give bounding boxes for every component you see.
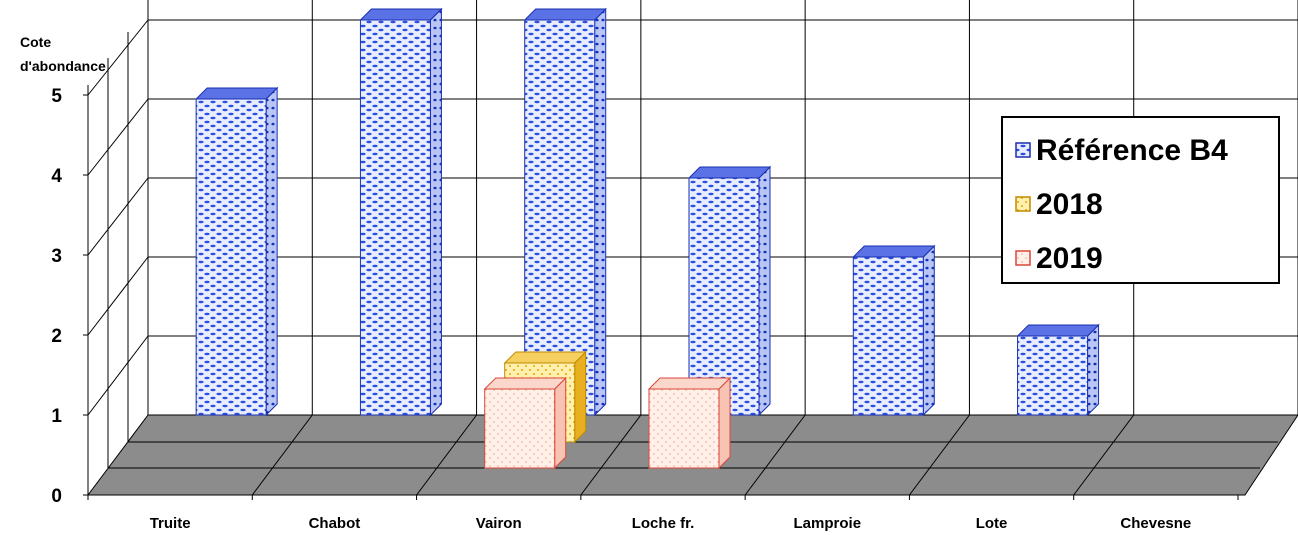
bar-top — [359, 8, 443, 21]
bar-side — [758, 165, 771, 417]
gridline-side — [87, 335, 149, 416]
x-tick-label: Chevesne — [1120, 515, 1191, 532]
bar-series — [483, 376, 732, 470]
y-tick-label: 0 — [51, 486, 62, 507]
gridline-side — [87, 98, 149, 176]
bar-top — [523, 8, 607, 21]
gridline-side — [87, 19, 149, 96]
bar — [195, 98, 267, 416]
gridline-side — [87, 256, 149, 336]
x-tick-label: Vairon — [476, 515, 522, 532]
floor-divider — [580, 414, 642, 496]
floor-divider — [909, 414, 970, 496]
bar-top — [1016, 324, 1100, 337]
x-tick-label: Chabot — [309, 515, 361, 532]
y-tick-label: 3 — [51, 246, 62, 267]
legend-box — [1001, 116, 1280, 284]
legend-swatch — [1015, 250, 1031, 266]
bar — [648, 388, 720, 469]
bar-side — [1087, 323, 1100, 417]
bars — [194, 7, 1100, 470]
bar — [359, 19, 431, 416]
legend-label: 2019 — [1036, 242, 1103, 275]
bar — [1017, 335, 1089, 416]
bar-side — [265, 86, 278, 417]
floor-divider — [251, 414, 313, 496]
x-tick-label: Loche fr. — [632, 515, 695, 532]
bar-side — [718, 376, 731, 470]
bar-side — [922, 244, 935, 417]
bar — [524, 19, 596, 416]
bar-top — [483, 377, 567, 390]
x-tick-label: Lote — [976, 515, 1008, 532]
legend-label: Référence B4 — [1036, 134, 1228, 167]
floor-divider — [416, 414, 477, 496]
bar — [852, 256, 924, 416]
floor-divider — [1073, 414, 1135, 496]
gridline-side — [87, 177, 149, 256]
x-tick-label: Truite — [150, 515, 191, 532]
y-axis-label-line: Cote — [20, 34, 51, 50]
bar-side — [594, 7, 607, 417]
y-tick-label: 5 — [51, 86, 62, 107]
bar-side — [574, 350, 587, 444]
bar — [688, 177, 760, 416]
y-tick-label: 2 — [51, 326, 62, 347]
floor-divider — [744, 414, 806, 496]
legend-label: 2018 — [1036, 188, 1103, 221]
y-tick-label: 4 — [51, 166, 62, 187]
legend-swatch — [1015, 196, 1031, 212]
bar-series — [194, 7, 1100, 417]
x-tick-label: Lamproie — [794, 515, 862, 532]
bar-top — [194, 87, 279, 100]
legend-swatch — [1015, 142, 1031, 158]
bar-side — [429, 7, 442, 417]
axis-labels: 0 1 2 3 4 5 Cote d'abondance Truite Chabot Vairon L… — [20, 34, 1191, 532]
bar-side — [554, 376, 567, 470]
bar-top — [852, 245, 936, 258]
bar-top — [687, 166, 772, 179]
y-tick-label: 1 — [51, 406, 62, 427]
bar — [484, 388, 556, 469]
bar-top — [647, 377, 732, 390]
y-axis-label-line: d'abondance — [20, 58, 106, 74]
legend: Référence B4 2018 2019 — [1001, 116, 1280, 284]
bar-top — [503, 351, 587, 364]
